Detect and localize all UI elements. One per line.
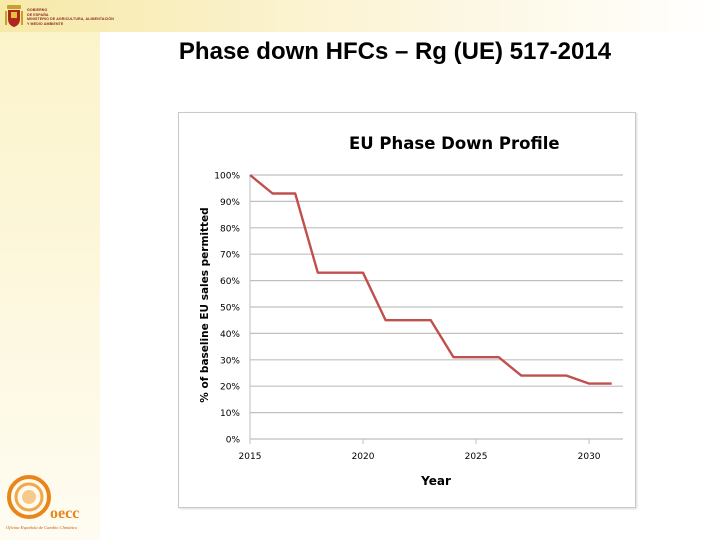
slide-title: Phase down HFCs – Rg (UE) 517-2014 <box>178 38 612 65</box>
grid-layer <box>250 174 623 440</box>
y-tick-label: 90% <box>220 198 240 208</box>
series-layer <box>249 174 612 385</box>
y-tick-label: 10% <box>220 409 240 419</box>
ministry-line: DE ESPAÑA <box>27 12 49 17</box>
y-tick-label: 20% <box>220 383 240 393</box>
oecc-logo-icon <box>7 475 51 519</box>
phase-down-chart: 0% 10% 20% 30% 40% 50% 60% 70% 80% 90% 100% 2015 202… <box>199 113 623 488</box>
series-line <box>249 174 612 385</box>
left-sidebar-band <box>0 0 100 540</box>
spain-crest-icon <box>5 5 23 27</box>
y-tick-label: 60% <box>220 277 240 287</box>
oecc-logo-text: oecc <box>50 505 80 522</box>
x-tick-label: 2025 <box>465 452 488 462</box>
oecc-logo-subtitle: Oficina Española de Cambio Climático <box>6 525 78 530</box>
ministry-line: GOBIERNO <box>27 8 48 12</box>
y-tick-label: 40% <box>220 330 240 340</box>
y-tick-label: 80% <box>220 224 240 234</box>
x-tick-label: 2020 <box>352 452 375 462</box>
ministry-logo: GOBIERNO DE ESPAÑA MINISTERIO DE AGRICUL… <box>4 4 114 28</box>
chart-frame: 0% 10% 20% 30% 40% 50% 60% 70% 80% 90% 100% 2015 202… <box>178 112 636 508</box>
y-tick-label: 70% <box>220 251 240 261</box>
title-mask <box>265 113 349 141</box>
y-tick-label: 100% <box>214 172 240 182</box>
x-axis-label: Year <box>420 474 451 488</box>
ministry-line: MINISTERIO DE AGRICULTURA, ALIMENTACIÓN <box>27 17 114 22</box>
y-axis-label: % of baseline EU sales permitted <box>199 207 211 402</box>
y-tick-label: 50% <box>220 304 240 314</box>
ministry-line: Y MEDIO AMBIENTE <box>27 21 64 26</box>
x-tick-label: 2030 <box>578 452 601 462</box>
y-tick-label: 0% <box>226 436 241 446</box>
y-tick-label: 30% <box>220 356 240 366</box>
axis-layer: 0% 10% 20% 30% 40% 50% 60% 70% 80% 90% 100% 2015 202… <box>214 172 601 463</box>
header-band <box>0 0 720 32</box>
chart-title: EU Phase Down Profile <box>349 134 560 153</box>
x-tick-label: 2015 <box>239 452 262 462</box>
